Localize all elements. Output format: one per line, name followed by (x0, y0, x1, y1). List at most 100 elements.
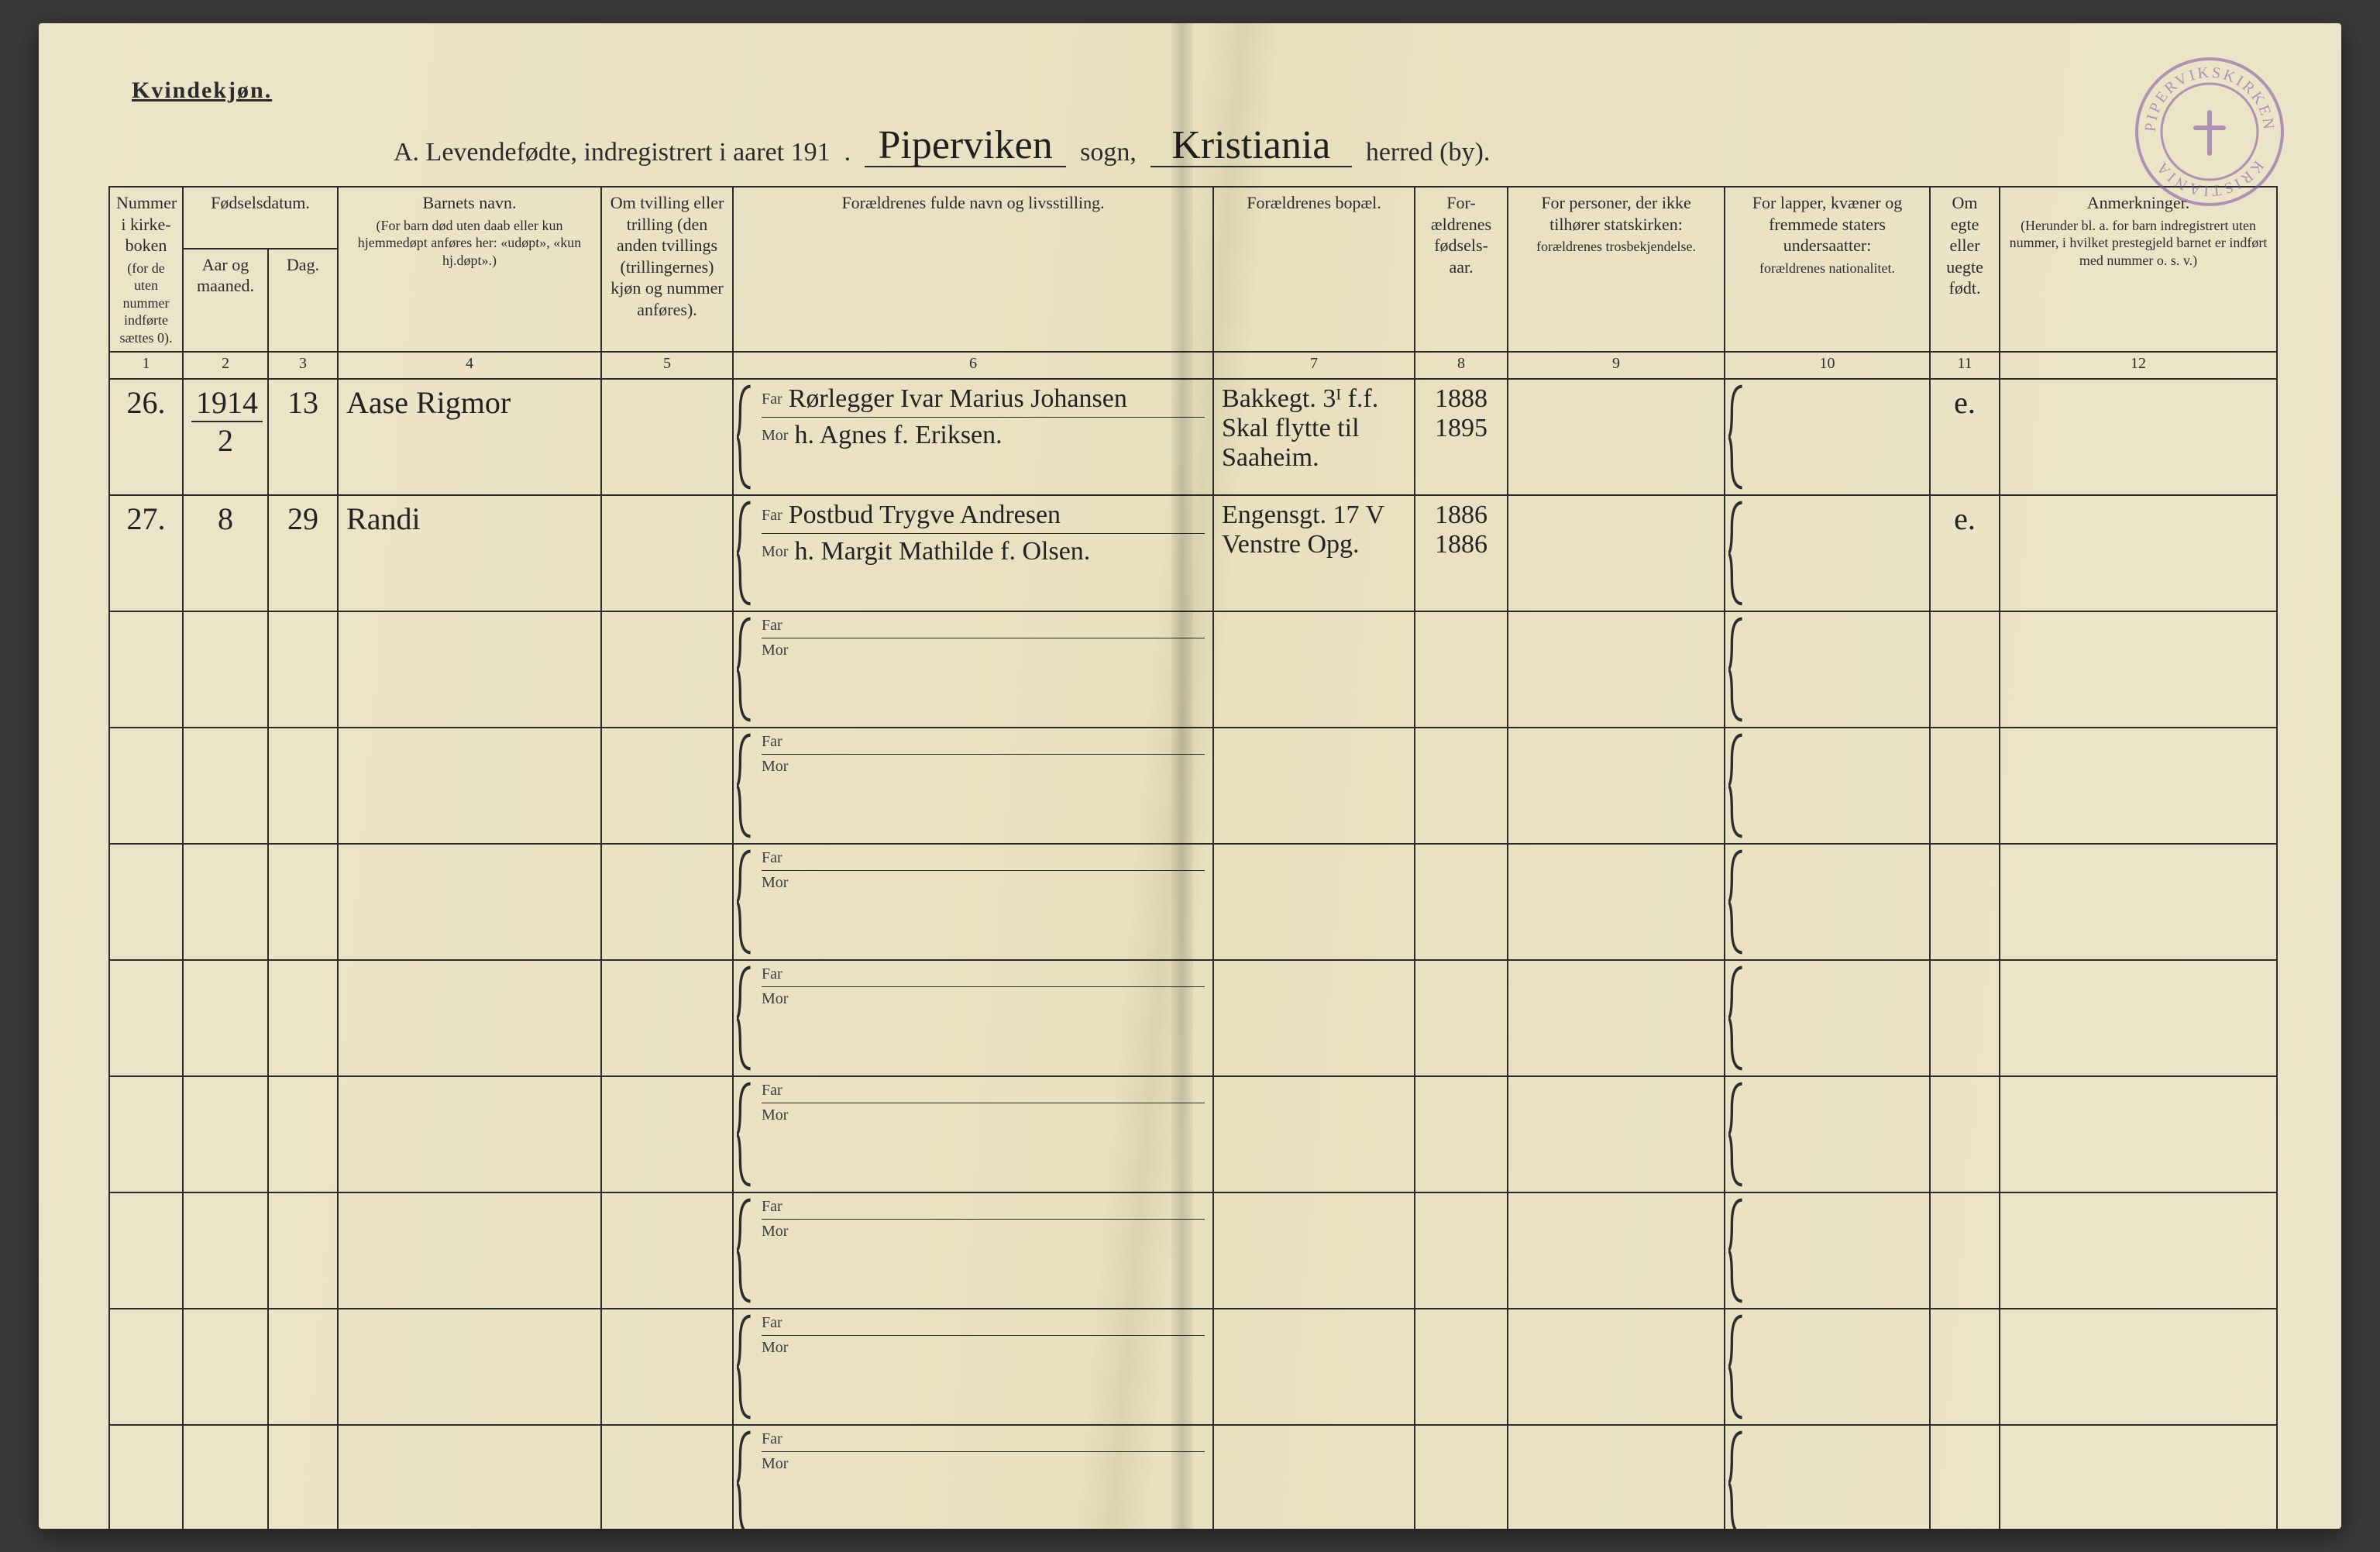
colnum-2: 2 (183, 352, 268, 379)
colnum-8: 8 (1415, 352, 1508, 379)
mor-value: h. Margit Mathilde f. Olsen. (794, 537, 1090, 566)
cell-twin (601, 1425, 733, 1529)
cell-bopel (1213, 1309, 1415, 1425)
col-5-header: Om tvilling eller trilling (den anden tv… (601, 187, 733, 352)
cell-num: 26. (109, 379, 183, 495)
herred-value: Kristiania (1150, 126, 1352, 167)
cell-birthyears (1415, 1425, 1508, 1529)
cell-bopel (1213, 1076, 1415, 1192)
page-header: Kvindekjøn. A. Levendefødte, indregistre… (132, 77, 2254, 167)
cell-birthyears (1415, 1076, 1508, 1192)
cell-month (183, 1192, 268, 1309)
church-stamp: PIPERVIKSKIRKEN KRISTIANIA (2132, 54, 2287, 209)
colnum-4: 4 (338, 352, 601, 379)
cell-egte (1930, 728, 2000, 844)
cell-nationality (1725, 1192, 1930, 1309)
cell-bopel: Bakkegt. 3ᴵ f.f.Skal flytte tilSaaheim. (1213, 379, 1415, 495)
cell-faith (1508, 728, 1725, 844)
col-11-header: Om egte eller uegte født. (1930, 187, 2000, 352)
cell-num (109, 1192, 183, 1309)
cell-month (183, 728, 268, 844)
cell-parents: Far Mor (733, 728, 1213, 844)
table-head: Nummer i kirke- boken(for de uten nummer… (109, 187, 2277, 379)
cell-egte: e. (1930, 379, 2000, 495)
cell-egte (1930, 844, 2000, 960)
table-row: Far Mor (109, 1076, 2277, 1192)
table-row: Far Mor (109, 611, 2277, 728)
title-prefix: A. Levendefødte, indregistrert i aaret 1… (394, 138, 831, 167)
cell-month (183, 1425, 268, 1529)
cell-parents: Far Mor (733, 1192, 1213, 1309)
cell-birthyears (1415, 611, 1508, 728)
cell-twin (601, 728, 733, 844)
cell-day: 29 (268, 495, 338, 611)
cell-child (338, 1309, 601, 1425)
cell-num (109, 844, 183, 960)
col-2-header: Aar og maaned. (183, 249, 268, 352)
cell-child (338, 844, 601, 960)
cell-nationality (1725, 728, 1930, 844)
table-row: 27. 8 29 Randi Far Postbud Trygve Andres… (109, 495, 2277, 611)
cell-twin (601, 611, 733, 728)
cell-bopel (1213, 728, 1415, 844)
cell-nationality (1725, 1076, 1930, 1192)
cell-remarks (2000, 495, 2277, 611)
title-dot: . (844, 138, 851, 167)
mor-label: Mor (762, 642, 788, 659)
gender-heading: Kvindekjøn. (132, 77, 2254, 104)
cell-remarks (2000, 379, 2277, 495)
colnum-5: 5 (601, 352, 733, 379)
cell-faith (1508, 1309, 1725, 1425)
col-7-header: Forældrenes bopæl. (1213, 187, 1415, 352)
cell-child (338, 1425, 601, 1529)
cell-twin (601, 960, 733, 1076)
cell-parents: Far Mor (733, 1076, 1213, 1192)
cell-faith (1508, 1425, 1725, 1529)
month-value: 2 (218, 423, 233, 458)
cell-parents: Far Mor (733, 1425, 1213, 1529)
year-value: 1914 (191, 384, 263, 422)
colnum-11: 11 (1930, 352, 2000, 379)
cell-faith (1508, 611, 1725, 728)
far-label: Far (762, 849, 782, 867)
cell-twin (601, 495, 733, 611)
cell-day (268, 1309, 338, 1425)
cell-child (338, 728, 601, 844)
col-12-header: Anmerkninger.(Herunder bl. a. for barn i… (2000, 187, 2277, 352)
cell-egte (1930, 960, 2000, 1076)
ledger-table-wrap: Nummer i kirke- boken(for de uten nummer… (108, 186, 2278, 1529)
cell-birthyears (1415, 960, 1508, 1076)
colnum-12: 12 (2000, 352, 2277, 379)
title-line: A. Levendefødte, indregistrert i aaret 1… (132, 126, 2254, 167)
mor-label: Mor (762, 1455, 788, 1473)
far-value: Postbud Trygve Andresen (789, 501, 1061, 530)
month-value: 8 (218, 501, 233, 536)
cell-day (268, 960, 338, 1076)
cell-month: 8 (183, 495, 268, 611)
cell-nationality (1725, 1309, 1930, 1425)
cell-egte (1930, 1425, 2000, 1529)
cell-day (268, 1076, 338, 1192)
cell-num (109, 728, 183, 844)
table-row: Far Mor (109, 960, 2277, 1076)
cell-day (268, 1425, 338, 1529)
cell-faith (1508, 379, 1725, 495)
ledger-table: Nummer i kirke- boken(for de uten nummer… (108, 186, 2278, 1529)
cell-egte: e. (1930, 495, 2000, 611)
cell-parents: Far Rørlegger Ivar Marius Johansen Mor h… (733, 379, 1213, 495)
colnum-9: 9 (1508, 352, 1725, 379)
table-row: Far Mor (109, 1425, 2277, 1529)
cell-num (109, 1076, 183, 1192)
cell-faith (1508, 960, 1725, 1076)
cell-nationality (1725, 1425, 1930, 1529)
cell-parents: Far Mor (733, 1309, 1213, 1425)
col-6-header: Forældrenes fulde navn og livsstilling. (733, 187, 1213, 352)
cell-birthyears (1415, 1309, 1508, 1425)
col-8-header: For- ældrenes fødsels- aar. (1415, 187, 1508, 352)
col-3-header: Dag. (268, 249, 338, 352)
cell-twin (601, 379, 733, 495)
cell-nationality (1725, 611, 1930, 728)
cell-twin (601, 1309, 733, 1425)
cell-faith (1508, 495, 1725, 611)
cell-num (109, 611, 183, 728)
